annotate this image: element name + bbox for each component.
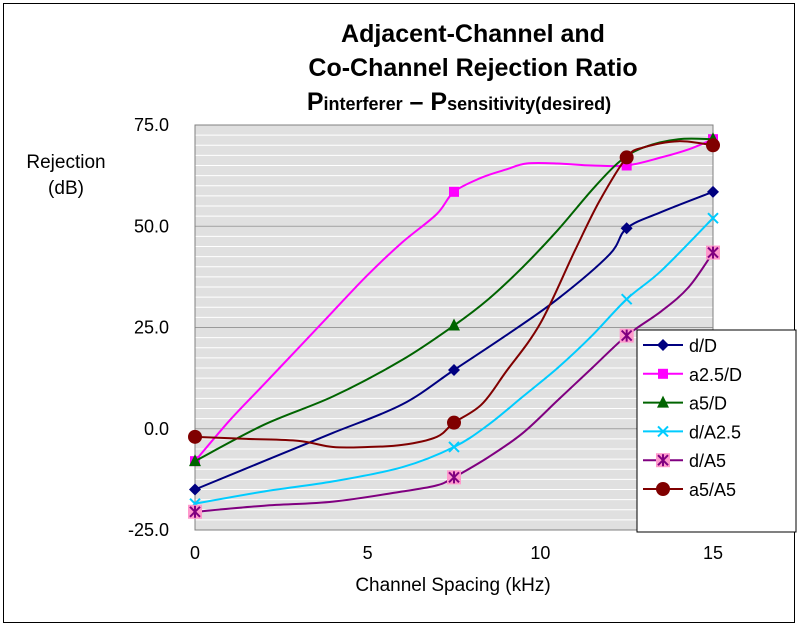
legend-marker-d-a2-5 [657,425,669,438]
plot-border [194,124,714,531]
series-line-a5-a5 [194,140,714,449]
y-tick-label: -25.0 [128,520,169,540]
subtitle-dash: – [403,88,431,116]
chart-subtitle: Pinterferer – Psensitivity(desired) [307,88,611,116]
chart-title-line1: Adjacent-Channel and [341,20,605,48]
data-point-d-d [620,222,633,235]
legend-marker-a5-a5 [656,482,670,496]
legend-label-a5-a5: a5/A5 [689,480,736,500]
y-tick-label: 0.0 [144,419,169,439]
plot-area: 75.0 50.0 25.0 0.0 -25.0 0 5 10 15 [128,115,723,563]
data-point-d-d [707,185,719,198]
legend-marker-a2-5-d [658,368,668,379]
data-point-a5-a5 [619,150,634,165]
data-point-a2-5-d [621,160,632,171]
series-line-d-a5 [194,252,714,513]
x-tick-label: 0 [190,543,200,563]
y-axis-label-line2: (dB) [48,178,84,199]
data-point-d-a5 [706,245,720,260]
y-tick-label: 50.0 [134,216,169,236]
chart-title-line2: Co-Channel Rejection Ratio [308,54,637,82]
legend-marker-d-d [657,339,669,351]
y-axis-label-line1: Rejection [26,152,105,173]
data-point-d-a5 [447,470,461,485]
data-point-a5-d [448,318,460,331]
data-point-d-a5 [188,504,202,519]
x-axis-label: Channel Spacing (kHz) [355,575,550,596]
legend-marker-a5-d [657,395,669,408]
y-tick-label: 25.0 [134,318,169,338]
y-tick-label: 75.0 [134,115,169,135]
x-tick-label: 10 [530,543,550,563]
subtitle-p2: P [430,88,447,116]
x-tick-label: 5 [363,543,373,563]
data-point-d-d [448,364,460,377]
data-point-d-d [189,483,201,496]
subtitle-p1: P [307,88,324,116]
subtitle-sub1: interferer [324,94,403,114]
series-line-d-d [194,190,714,491]
legend-label-d-a5: d/A5 [689,451,726,471]
x-tick-label: 15 [703,543,723,563]
data-point-d-a2-5 [620,293,633,305]
legend-label-d-a2-5: d/A2.5 [689,422,741,442]
subtitle-sub2: sensitivity(desired) [447,94,611,114]
legend-marker-d-a5 [656,453,670,468]
data-point-d-a2-5 [448,441,460,453]
legend-label-a2-5-d: a2.5/D [689,365,742,385]
legend: d/D a2.5/D a5/D d/A2.5 d/A5 a5/A5 [636,329,797,533]
data-point-a5-a5 [447,415,461,430]
data-point-a5-a5 [706,138,720,153]
data-point-a5-d [189,454,201,467]
data-point-a5-a5 [188,429,202,444]
legend-label-a5-d: a5/D [689,394,727,414]
data-point-d-a2-5 [707,212,719,224]
data-point-a2-5-d [449,186,459,197]
data-point-d-a5 [619,328,634,343]
legend-label-d-d: d/D [689,336,717,356]
